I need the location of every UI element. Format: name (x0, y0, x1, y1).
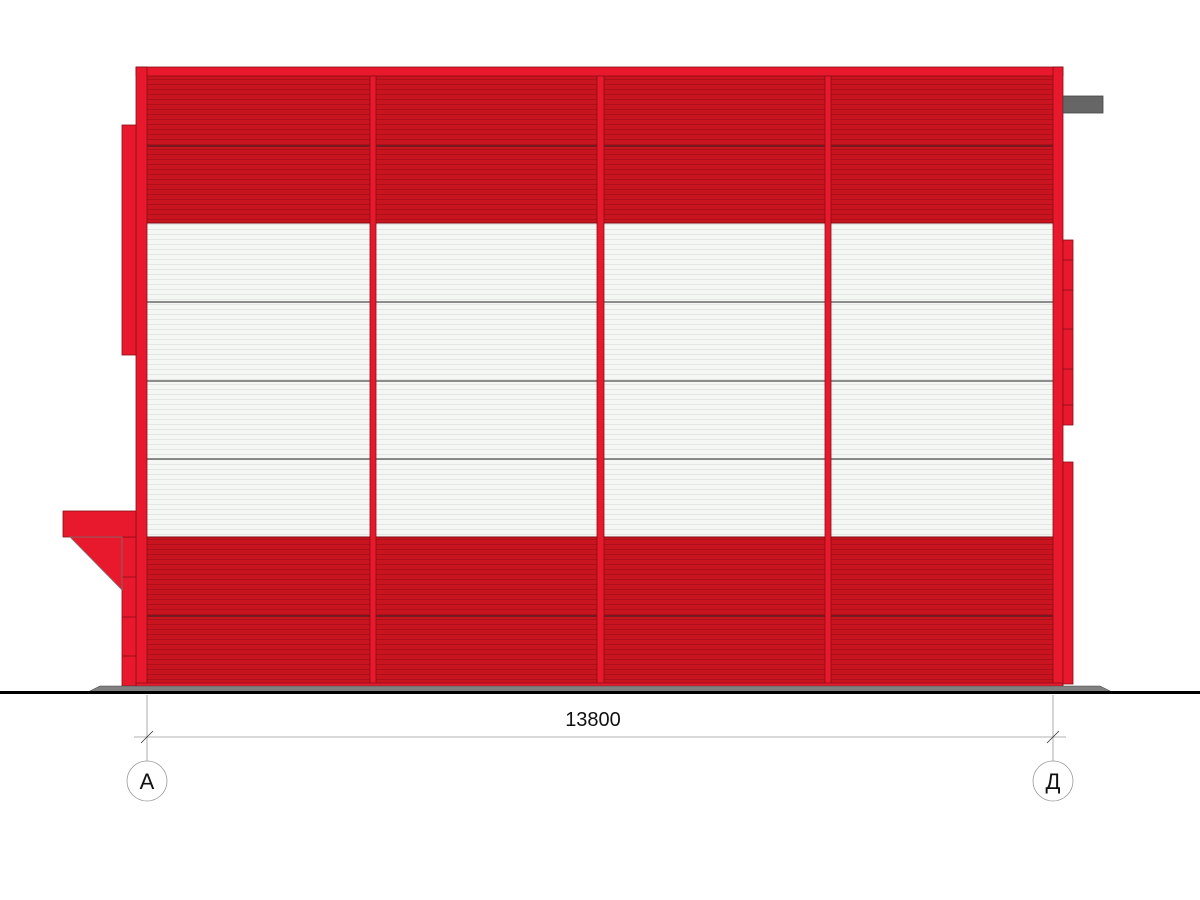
dimension-label: 13800 (565, 709, 621, 731)
column-1 (369, 75, 377, 685)
column-2 (596, 75, 605, 685)
right-side-strip-lower (1062, 461, 1074, 685)
left-side-strip-upper (121, 124, 137, 356)
left-side-strip-lower (121, 536, 137, 687)
left-post (135, 66, 148, 687)
axis-marker-d: Д (1032, 760, 1074, 802)
axis-label-d: Д (1046, 769, 1061, 794)
frame (62, 66, 1074, 688)
column-3 (824, 75, 832, 685)
ground-line (0, 691, 1200, 694)
cornice (135, 66, 1064, 77)
axis-label-a: А (140, 769, 155, 794)
entrance-canopy (62, 510, 137, 538)
flue-pipe (1062, 95, 1104, 114)
dimension-line (134, 695, 1066, 761)
axis-marker-a: А (126, 760, 168, 802)
canopy-bracket (69, 536, 123, 591)
right-side-strip-upper (1062, 239, 1074, 426)
right-post (1052, 66, 1064, 687)
